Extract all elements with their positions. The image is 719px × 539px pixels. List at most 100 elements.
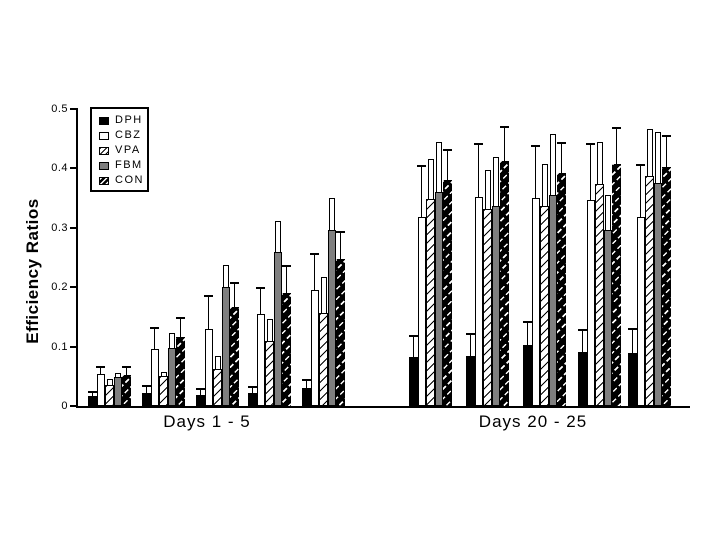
bar-vpa (319, 312, 328, 406)
error-bar-fbm (169, 332, 176, 350)
error-bar-con (561, 141, 563, 174)
y-tick-label: 0.2 (51, 281, 68, 294)
group-label-days-1-5: Days 1 - 5 (163, 412, 251, 431)
bar-fbm (167, 348, 177, 406)
bar-cbz (310, 290, 320, 406)
bar-con (282, 292, 291, 406)
error-bar-cap (577, 329, 587, 332)
error-bar-cap (417, 165, 427, 168)
error-bar-vpa (646, 128, 653, 178)
bar-fbm (327, 229, 337, 406)
error-bar-con (234, 282, 236, 308)
error-bar-con (340, 231, 342, 260)
error-bar-cbz (100, 366, 102, 374)
error-bar-con (126, 365, 128, 376)
cbz-swatch-icon (99, 131, 109, 140)
error-bar-cap (96, 366, 106, 369)
error-bar-cap (336, 231, 346, 234)
bar-dph (88, 395, 97, 406)
bar-vpa (213, 369, 222, 406)
bar-con (612, 163, 621, 406)
error-bar-dph (526, 321, 528, 345)
bar-vpa (540, 206, 549, 406)
error-bar-fbm (655, 132, 662, 184)
error-bar-cap (141, 385, 151, 388)
dph-swatch-icon (99, 116, 109, 125)
bar-con (662, 167, 671, 406)
con-swatch-icon (99, 176, 109, 185)
error-bar-dph (412, 335, 414, 358)
y-tick-label: 0.4 (51, 162, 68, 175)
y-tick-mark (70, 226, 78, 229)
legend-label-vpa: VPA (115, 144, 141, 156)
bar-vpa (426, 199, 435, 406)
error-bar-fbm (550, 133, 557, 196)
error-bar-cap (531, 144, 541, 147)
bar-con (557, 173, 566, 406)
error-bar-con (180, 316, 182, 338)
bar-dph (466, 356, 475, 406)
bar-con (500, 160, 509, 406)
bar-vpa (265, 340, 274, 406)
bar-cbz (256, 313, 266, 406)
error-bar-vpa (214, 355, 221, 371)
error-bar-con (616, 126, 618, 164)
bar-dph (142, 392, 151, 406)
bar-vpa (645, 176, 654, 406)
error-bar-con (666, 134, 668, 168)
error-bar-cbz (421, 165, 423, 218)
error-bar-vpa (266, 318, 273, 342)
error-bar-cap (122, 365, 132, 368)
legend-label-dph: DPH (115, 114, 143, 126)
error-bar-dph (631, 328, 633, 354)
error-bar-dph (581, 329, 583, 352)
bar-dph (628, 353, 637, 406)
bar-cbz (636, 217, 646, 406)
error-bar-vpa (427, 158, 434, 201)
error-bar-cap (443, 148, 453, 151)
error-bar-vpa (541, 163, 548, 208)
error-bar-dph (91, 390, 93, 396)
error-bar-vpa (596, 141, 603, 186)
bar-dph (196, 394, 205, 406)
error-bar-cap (627, 328, 637, 331)
legend: DPH CBZ VPA FBM CON (90, 107, 149, 192)
bar-cbz (474, 196, 484, 406)
error-bar-cap (150, 326, 160, 329)
error-bar-vpa (106, 378, 113, 387)
error-bar-cap (87, 390, 97, 393)
y-tick-label: 0 (61, 400, 68, 412)
error-bar-cap (522, 321, 532, 324)
error-bar-cbz (208, 294, 210, 330)
bar-dph (248, 392, 257, 406)
error-bar-cap (282, 264, 292, 267)
bar-vpa (105, 385, 114, 406)
error-bar-cap (301, 379, 311, 382)
legend-label-fbm: FBM (115, 159, 143, 171)
legend-item-con: CON (99, 173, 147, 188)
bar-vpa (595, 184, 604, 406)
error-bar-fbm (223, 265, 230, 289)
bar-dph (302, 387, 311, 406)
x-axis-line (76, 406, 690, 408)
error-bar-dph (469, 332, 471, 357)
bar-fbm (603, 230, 613, 406)
y-tick-mark (70, 108, 78, 110)
error-bar-cbz (260, 287, 262, 314)
error-bar-fbm (275, 221, 282, 253)
error-bar-cbz (590, 142, 592, 201)
error-bar-cap (256, 287, 266, 290)
bar-fbm (221, 287, 231, 406)
bar-cbz (96, 373, 106, 406)
bar-con (176, 337, 185, 406)
error-bar-fbm (436, 141, 443, 193)
bar-cbz (204, 329, 214, 406)
legend-item-dph: DPH (99, 113, 147, 128)
error-bar-con (447, 148, 449, 181)
legend-item-fbm: FBM (99, 158, 147, 173)
bar-cbz (417, 217, 427, 406)
error-bar-cap (500, 126, 510, 129)
bar-vpa (159, 376, 168, 406)
y-tick-mark (70, 167, 78, 170)
y-tick-mark (70, 405, 78, 407)
